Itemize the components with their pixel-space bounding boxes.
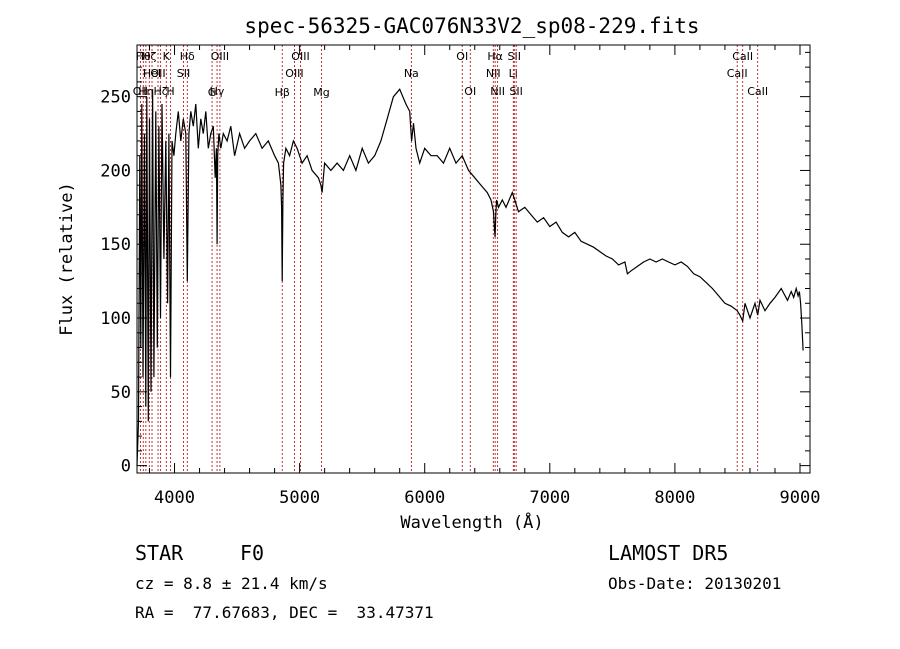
line-label: Li [509, 67, 518, 80]
x-tick-label: 6000 [404, 488, 445, 508]
line-label: Na [404, 67, 419, 80]
line-label: Hη [138, 85, 153, 98]
chart-title: spec-56325-GAC076N33V2_sp08-229.fits [244, 14, 699, 38]
observation-date: Obs-Date: 20130201 [608, 574, 782, 593]
line-label: K [163, 50, 171, 63]
y-tick-label: 250 [100, 88, 131, 108]
y-tick-label: 100 [100, 309, 131, 329]
line-label: Hγ [210, 85, 225, 98]
line-label: CaII [747, 85, 768, 98]
line-label: Hθ [136, 50, 151, 63]
y-tick-label: 0 [121, 457, 131, 477]
line-label: HeI [143, 67, 161, 80]
spectrum-line [136, 88, 804, 466]
coordinates: RA = 77.67683, DEC = 33.47371 [135, 603, 434, 622]
line-label: G [208, 86, 217, 99]
line-label: CaII [732, 50, 753, 63]
y-axis-label: Flux (relative) [57, 182, 77, 336]
line-label: SII [177, 67, 190, 80]
x-tick-label: 5000 [279, 488, 320, 508]
line-label: Mg [313, 86, 329, 99]
line-label: CaII [727, 67, 748, 80]
line-label: OI [464, 85, 476, 98]
x-tick-label: 9000 [780, 488, 821, 508]
redshift-value: cz = 8.8 ± 21.4 km/s [135, 574, 328, 593]
line-label: OIII [211, 50, 229, 63]
spectral-line-markers: OIIHθHηHζHeIOIIHζKHSIIHδGHγOIIIHβOIIIOII… [133, 45, 768, 473]
axis-ticks: 4000 5000 6000 7000 8000 9000 0 50 100 150 200 250 [100, 45, 820, 508]
line-label: Hζ [142, 50, 156, 63]
line-label: Hα [487, 50, 503, 63]
object-class: STAR [135, 541, 184, 565]
line-label: SII [508, 50, 521, 63]
line-label: NII [490, 85, 505, 98]
y-tick-label: 150 [100, 235, 131, 255]
line-label: SII [509, 85, 522, 98]
object-subclass: F0 [240, 541, 265, 565]
line-label: OI [456, 50, 468, 63]
line-label: OIII [291, 50, 309, 63]
x-tick-label: 8000 [654, 488, 695, 508]
y-tick-label: 50 [111, 383, 131, 403]
line-label: NII [486, 67, 501, 80]
line-label: Hδ [180, 50, 195, 63]
x-tick-label: 7000 [529, 488, 570, 508]
x-tick-label: 4000 [154, 488, 195, 508]
line-label: OII [150, 67, 165, 80]
survey-name: LAMOST DR5 [608, 541, 729, 565]
line-label: Hζ [154, 85, 168, 98]
line-label: OIII [285, 67, 303, 80]
plot-frame [136, 44, 811, 474]
line-label: H [166, 85, 174, 98]
line-label: Hβ [275, 86, 290, 99]
y-tick-label: 200 [100, 161, 131, 181]
x-axis-label: Wavelength (Å) [400, 511, 543, 533]
